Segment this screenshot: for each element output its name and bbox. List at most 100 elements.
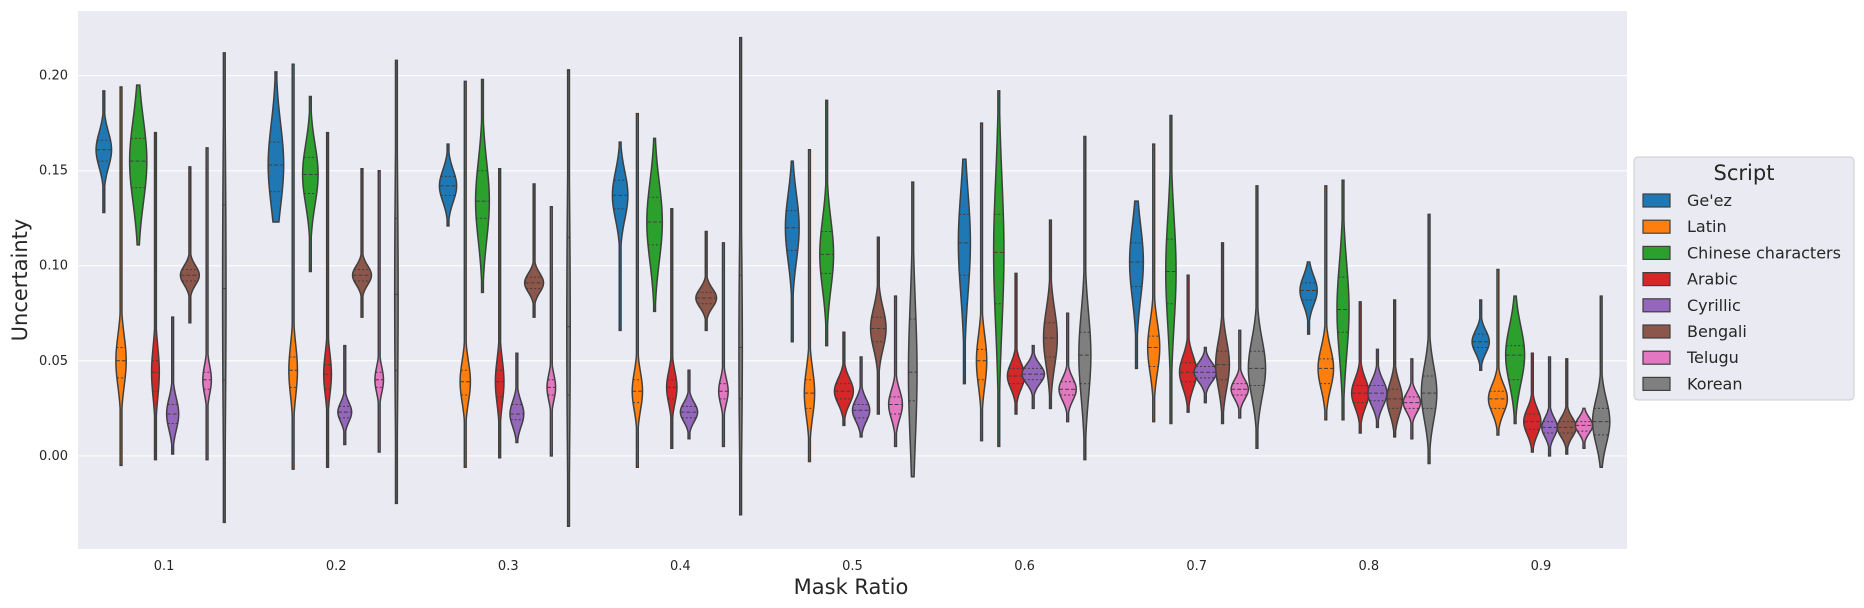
legend-label: Telugu xyxy=(1686,348,1739,367)
legend-label: Ge'ez xyxy=(1687,191,1732,210)
violin xyxy=(474,78,491,294)
x-tick-label: 0.6 xyxy=(1014,559,1035,574)
legend-label: Latin xyxy=(1687,217,1727,236)
violin xyxy=(1471,299,1491,372)
violin xyxy=(221,52,227,524)
violin xyxy=(992,90,1005,448)
violin xyxy=(957,158,972,385)
violin xyxy=(128,84,148,246)
violin xyxy=(1042,219,1059,410)
violin xyxy=(1591,295,1611,468)
violin xyxy=(165,316,180,455)
violin xyxy=(887,295,904,448)
violin xyxy=(1386,299,1404,438)
y-tick-label: 0.15 xyxy=(39,164,68,179)
violin xyxy=(784,160,800,343)
violin xyxy=(288,63,299,470)
violin xyxy=(150,131,161,461)
x-tick-label: 0.9 xyxy=(1531,559,1552,574)
violin xyxy=(1420,213,1438,465)
x-tick-label: 0.2 xyxy=(326,559,347,574)
legend-swatch xyxy=(1642,350,1671,365)
violin xyxy=(179,166,201,324)
violin xyxy=(1299,261,1318,335)
violin xyxy=(1317,185,1335,421)
violin xyxy=(869,236,887,415)
x-tick-label: 0.8 xyxy=(1358,559,1379,574)
legend-label: Korean xyxy=(1687,374,1743,393)
violin xyxy=(1522,352,1542,453)
violin xyxy=(631,112,644,468)
violin xyxy=(202,147,213,461)
legend-label: Bengali xyxy=(1687,322,1747,341)
violin xyxy=(1021,344,1046,410)
legend-swatch xyxy=(1642,376,1671,391)
violin xyxy=(738,36,744,516)
violin xyxy=(1487,268,1509,436)
y-tick-label: 0.00 xyxy=(39,449,68,464)
violin xyxy=(1247,185,1267,449)
violin xyxy=(267,71,285,223)
violin xyxy=(907,181,918,478)
violin xyxy=(1336,179,1350,421)
x-tick-label: 0.3 xyxy=(498,559,519,574)
legend-swatch xyxy=(1642,219,1671,234)
violin xyxy=(1574,407,1594,449)
violin xyxy=(679,369,699,440)
legend-label: Chinese characters xyxy=(1687,243,1841,262)
violin xyxy=(301,95,319,273)
violin xyxy=(1165,114,1177,425)
violin xyxy=(1058,312,1077,423)
legend-swatch xyxy=(1642,324,1671,339)
legend-label: Arabic xyxy=(1687,270,1738,289)
violin xyxy=(819,99,835,347)
violin xyxy=(1230,329,1250,419)
violin xyxy=(611,141,629,332)
violin xyxy=(566,69,571,527)
violin xyxy=(393,59,399,505)
violin xyxy=(803,149,816,463)
legend-frame xyxy=(1633,156,1855,401)
violin xyxy=(322,131,333,468)
violin xyxy=(95,90,113,214)
violins xyxy=(95,36,1611,527)
violin xyxy=(374,169,385,453)
legend-items: Ge'ez Latin Chinese characters Arabic Cyrill… xyxy=(1642,191,1841,393)
violin xyxy=(1146,143,1161,423)
violin xyxy=(523,183,545,318)
violin xyxy=(1504,295,1526,425)
x-tick-label: 0.5 xyxy=(842,559,863,574)
violin xyxy=(665,207,678,449)
y-axis-ticks: 0.00 0.05 0.10 0.15 0.20 xyxy=(39,69,68,464)
violin xyxy=(717,242,729,448)
y-tick-label: 0.20 xyxy=(39,69,68,84)
violin xyxy=(115,86,127,467)
y-tick-label: 0.10 xyxy=(39,259,68,274)
violin xyxy=(1193,346,1218,404)
x-axis-label: Mask Ratio xyxy=(794,575,909,599)
legend: Script Ge'ez Latin Chinese characters Arabi… xyxy=(1633,156,1855,401)
violin xyxy=(833,331,855,427)
x-tick-label: 0.7 xyxy=(1186,559,1207,574)
violin xyxy=(546,206,557,457)
plot-area xyxy=(78,11,1627,549)
legend-label: Cyrillic xyxy=(1687,296,1741,315)
legend-swatch xyxy=(1642,245,1671,260)
violin xyxy=(1402,358,1422,440)
violin xyxy=(337,344,353,446)
violin xyxy=(646,137,664,313)
x-tick-label: 0.1 xyxy=(154,559,175,574)
violin xyxy=(438,143,458,227)
legend-swatch xyxy=(1642,298,1671,313)
violin xyxy=(494,168,505,459)
x-tick-label: 0.4 xyxy=(670,559,691,574)
legend-swatch xyxy=(1642,272,1671,287)
y-axis-label: Uncertainty xyxy=(8,219,32,342)
x-axis-ticks: 0.1 0.2 0.3 0.4 0.5 0.6 0.7 0.8 0.9 xyxy=(154,559,1552,574)
grid-lines xyxy=(78,75,1627,457)
y-tick-label: 0.05 xyxy=(39,354,68,369)
legend-title: Script xyxy=(1714,161,1775,185)
violin xyxy=(351,168,373,318)
violin xyxy=(1541,356,1559,457)
